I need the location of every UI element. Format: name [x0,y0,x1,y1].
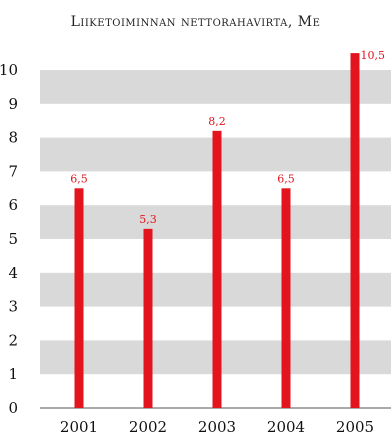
y-tick-label: 5 [8,230,18,248]
bar [74,188,84,408]
x-tick-label: 2004 [267,418,305,436]
data-label: 8,2 [208,115,226,128]
bar [350,53,360,408]
y-tick-label: 7 [8,162,18,180]
y-tick-label: 3 [8,298,18,316]
data-label: 6,5 [70,172,88,185]
y-tick-label: 9 [8,95,18,113]
bar [143,228,153,408]
bar [281,188,291,408]
chart-title: Liiketoiminnan nettorahavirta, Me [70,14,321,30]
y-tick-label: 6 [8,196,18,214]
data-label: 6,5 [277,172,295,185]
bars [74,53,360,408]
y-tick-label: 0 [8,399,18,417]
y-tick-label: 2 [8,331,18,349]
x-tick-label: 2002 [129,418,167,436]
x-tick-label: 2003 [198,418,236,436]
bar [212,130,222,408]
data-labels: 6,5 5,3 8,2 6,5 10,5 [70,49,385,226]
y-tick-label: 10 [0,61,18,79]
y-tick-label: 1 [8,365,18,383]
x-tick-label: 2005 [336,418,374,436]
y-axis-ticks: 0 1 2 3 4 5 6 7 8 9 10 [0,61,18,417]
x-axis-ticks: 2001 2002 2003 2004 2005 [60,418,374,436]
y-tick-label: 4 [8,264,18,282]
x-tick-label: 2001 [60,418,98,436]
y-tick-label: 8 [8,129,18,147]
grid-band [40,70,391,104]
data-label: 5,3 [139,213,157,226]
data-label: 10,5 [361,49,386,62]
